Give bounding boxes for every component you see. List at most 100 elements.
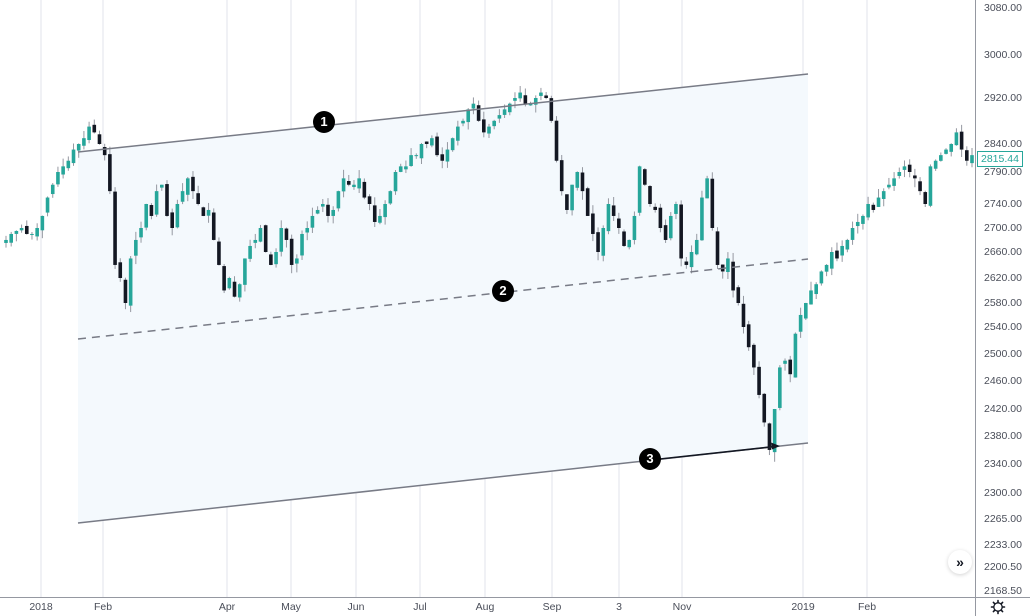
candle-body: [393, 172, 398, 192]
candle-body: [134, 239, 138, 256]
candle-body: [362, 181, 367, 198]
candle-body: [201, 207, 206, 216]
annotation-marker-1[interactable]: 1: [313, 111, 335, 133]
candle-body: [492, 120, 496, 127]
candle-body: [82, 138, 86, 146]
candle-body: [419, 144, 424, 159]
candle-body: [50, 184, 55, 195]
last-price-label: 2815.44: [977, 151, 1023, 167]
candle-body: [653, 206, 657, 210]
candle-body: [705, 178, 709, 199]
candle-body: [580, 172, 585, 192]
price-tick-label: 3000.00: [984, 49, 1022, 61]
candle-body: [648, 186, 652, 204]
annotation-marker-2[interactable]: 2: [492, 280, 514, 302]
time-tick-label: Feb: [93, 601, 113, 613]
price-tick-label: 2460.00: [984, 375, 1022, 387]
candle-body: [944, 149, 948, 154]
candle-body: [367, 196, 372, 204]
candle-body: [746, 324, 751, 348]
candle-body: [9, 233, 13, 243]
candle-body: [180, 191, 185, 202]
arrow-line: [659, 445, 775, 460]
candle-body: [528, 103, 533, 106]
candle-body: [876, 197, 881, 207]
candle-body: [87, 126, 91, 141]
time-tick-label: Feb: [857, 601, 877, 613]
candle-body: [336, 191, 341, 209]
time-axis[interactable]: 2018 Feb Apr May Jun Jul Aug Sep 3 Nov 2019 Feb: [0, 597, 975, 616]
candle-body: [507, 103, 512, 113]
price-tick-label: 2200.50: [984, 561, 1022, 573]
candle-body: [321, 204, 325, 207]
candle-body: [497, 115, 502, 119]
candle-body: [814, 284, 818, 295]
price-tick-label: 2540.00: [984, 321, 1022, 333]
candle-body: [372, 205, 377, 222]
time-tick-label: Jul: [413, 601, 427, 613]
gear-icon[interactable]: [990, 599, 1006, 615]
candle-body: [326, 204, 330, 216]
candle-body: [300, 233, 304, 256]
candle-body: [913, 175, 917, 179]
candle-body: [762, 393, 767, 423]
candle-body: [658, 207, 663, 228]
candle-body: [502, 109, 507, 115]
candlestick-plot[interactable]: [0, 0, 975, 597]
candle-body: [248, 245, 252, 259]
time-tick-label: Aug: [475, 601, 495, 613]
candle-body: [902, 166, 907, 170]
candle-body: [793, 333, 798, 378]
time-tick-label: 3: [616, 601, 622, 613]
price-tick-label: 2168.50: [984, 585, 1022, 597]
candle-body: [4, 239, 8, 243]
candle-body: [165, 184, 169, 216]
candle-body: [663, 225, 668, 240]
candle-body: [144, 204, 149, 228]
candle-body: [824, 264, 829, 272]
candle-body: [175, 204, 180, 228]
candle-body: [149, 205, 154, 216]
candle-body: [310, 215, 315, 228]
candle-body: [736, 287, 741, 303]
candle-body: [959, 131, 964, 150]
candle-body: [352, 184, 356, 188]
price-tick-label: 2920.00: [984, 92, 1022, 104]
candle-body: [788, 359, 793, 375]
candle-body: [741, 303, 746, 327]
candle-body: [778, 367, 782, 408]
candle-body: [591, 213, 595, 234]
candle-body: [284, 228, 289, 240]
candle-body: [835, 250, 839, 259]
candle-body: [684, 261, 689, 265]
chart-pane[interactable]: [0, 0, 975, 597]
channel-middle-line: [77, 258, 809, 340]
candle-body: [513, 98, 517, 101]
candle-body: [139, 228, 143, 238]
price-tick-label: 2620.00: [984, 272, 1022, 284]
annotation-marker-3[interactable]: 3: [639, 448, 661, 470]
price-tick-label: 2233.00: [984, 539, 1022, 551]
candle-body: [471, 103, 476, 109]
candle-body: [206, 209, 211, 216]
candle-body: [61, 166, 65, 175]
double-chevron-right-icon: »: [956, 554, 964, 570]
scroll-to-realtime-button[interactable]: »: [948, 550, 972, 574]
time-tick-label: Apr: [218, 601, 236, 613]
price-tick-label: 3080.00: [984, 2, 1022, 14]
price-axis[interactable]: 3080.00 3000.00 2920.00 2840.00 2790.00 2740.…: [975, 0, 1030, 597]
candle-body: [274, 252, 278, 265]
candle-body: [263, 225, 268, 252]
candle-body: [487, 126, 491, 134]
candle-body: [383, 204, 387, 218]
axis-corner: [975, 597, 1030, 616]
candle-body: [798, 314, 803, 332]
candle-body: [24, 225, 29, 234]
candle-body: [700, 197, 704, 241]
candle-body: [897, 172, 902, 176]
candle-body: [606, 204, 611, 232]
candle-body: [689, 252, 694, 268]
candle-body: [611, 205, 616, 216]
candle-body: [217, 241, 221, 265]
candle-body: [674, 204, 678, 214]
